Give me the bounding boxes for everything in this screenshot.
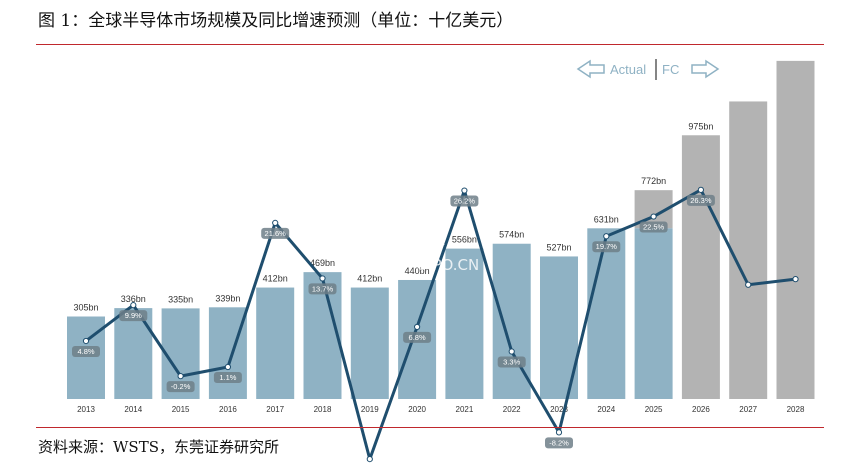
x-tick-2019: 2019 (361, 405, 379, 414)
figure-title: 图 1：全球半导体市场规模及同比增速预测（单位：十亿美元） (38, 11, 514, 31)
x-tick-2028: 2028 (787, 405, 805, 414)
growth-point-2021 (461, 187, 468, 194)
x-tick-2021: 2021 (456, 405, 474, 414)
growth-point-2024 (603, 233, 610, 240)
x-tick-2018: 2018 (314, 405, 332, 414)
growth-label-2018: 13.7% (312, 284, 334, 293)
growth-label-box-2024 (592, 241, 621, 253)
bar-label-2018: 469bn (310, 258, 335, 268)
bar-2016 (208, 307, 247, 399)
bar-label-2019: 412bn (357, 274, 382, 284)
growth-point-2020 (414, 323, 421, 331)
bar-2025 (634, 228, 673, 399)
bar-label-2026: 975bn (688, 121, 713, 131)
bar-2017 (256, 287, 295, 399)
growth-point-2015 (177, 373, 184, 380)
bar-2028 (776, 60, 815, 399)
growth-point-2016 (224, 363, 231, 371)
x-tick-2013: 2013 (77, 405, 95, 414)
growth-label-2015: -0.2% (171, 382, 191, 391)
bar-label-2021: 556bn (452, 235, 477, 245)
bar-2027 (729, 101, 768, 399)
growth-label-box-2015 (166, 381, 195, 393)
growth-label-box-2020 (403, 331, 432, 343)
growth-label-2013: 4.8% (77, 347, 94, 356)
growth-label-box-2016 (213, 372, 242, 383)
growth-label-2025: 22.5% (643, 223, 665, 232)
growth-label-2022: 3.3% (503, 358, 520, 367)
growth-point-2018 (319, 275, 326, 282)
growth-point-2025 (650, 213, 657, 220)
growth-point-2017 (272, 219, 279, 226)
bar-label-2024: 631bn (594, 214, 619, 224)
bar-label-2025: 772bn (641, 176, 666, 186)
x-tick-2015: 2015 (172, 405, 190, 414)
growth-label-2021: 26.2% (454, 197, 476, 206)
source-note: 资料来源：WSTS，东莞证券研究所 (38, 438, 279, 456)
x-tick-2014: 2014 (124, 405, 142, 414)
growth-line (85, 188, 796, 461)
growth-label-box-2021 (450, 195, 479, 207)
growth-label-2016: 1.1% (219, 373, 236, 382)
x-tick-2026: 2026 (692, 405, 710, 414)
growth-label-2014: 9.9% (125, 311, 142, 320)
watermark-sub: 行业报告 IPOIPO.CN (338, 256, 479, 274)
growth-label-box-2022 (497, 356, 526, 368)
growth-label-2017: 21.6% (265, 229, 287, 238)
x-tick-2024: 2024 (597, 405, 615, 414)
growth-label-box-2018 (308, 283, 337, 295)
fc-arrow-icon (691, 59, 720, 79)
source-rule (36, 427, 824, 428)
x-tick-2023: 2023 (550, 405, 568, 414)
x-tick-2022: 2022 (503, 405, 521, 414)
growth-label-box-2013 (72, 345, 100, 357)
growth-point-2028 (792, 276, 799, 283)
growth-label-2024: 19.7% (596, 242, 618, 251)
bar-2013 (67, 316, 105, 399)
legend-actual: Actual (610, 62, 646, 77)
growth-point-2022 (508, 348, 515, 355)
growth-label-box-2023 (545, 437, 573, 449)
growth-point-2019 (366, 455, 373, 463)
x-tick-2016: 2016 (219, 405, 237, 414)
bar-label-2013: 305bn (73, 302, 98, 312)
bar-2019 (350, 287, 389, 399)
bar-label-2020: 440bn (405, 266, 430, 276)
growth-point-2023 (555, 429, 563, 436)
bar-label-2017: 412bn (263, 274, 288, 284)
bar-label-2023: 527bn (546, 242, 571, 252)
bar-2024 (587, 228, 626, 399)
growth-point-2026 (697, 186, 705, 193)
bar-label-2022: 574bn (499, 230, 524, 240)
growth-label-box-2026 (686, 194, 715, 206)
growth-point-2014 (130, 302, 137, 309)
bar-label-2016: 339bn (215, 293, 240, 303)
bar-2021 (445, 248, 484, 399)
actual-arrow-icon (576, 59, 605, 79)
growth-label-box-2017 (261, 227, 290, 239)
growth-label-2020: 6.8% (409, 333, 426, 342)
bar-label-2015: 335bn (168, 294, 193, 304)
growth-point-2013 (82, 337, 90, 345)
title-rule (36, 44, 824, 45)
growth-label-2023: -8.2% (549, 438, 569, 447)
bar-2026 (681, 135, 720, 399)
growth-label-2026: 26.3% (690, 196, 712, 205)
bar-2014 (114, 308, 153, 399)
x-tick-2017: 2017 (266, 405, 284, 414)
legend-fc: FC (662, 62, 679, 77)
growth-point-2027 (745, 281, 752, 288)
bar-label-2014: 336bn (121, 294, 146, 304)
growth-label-box-2025 (639, 221, 668, 233)
growth-label-box-2014 (119, 310, 148, 322)
x-tick-2025: 2025 (645, 405, 663, 414)
watermark-main: 并购家 (325, 209, 445, 255)
x-tick-2020: 2020 (408, 405, 426, 414)
x-tick-2027: 2027 (739, 405, 757, 414)
